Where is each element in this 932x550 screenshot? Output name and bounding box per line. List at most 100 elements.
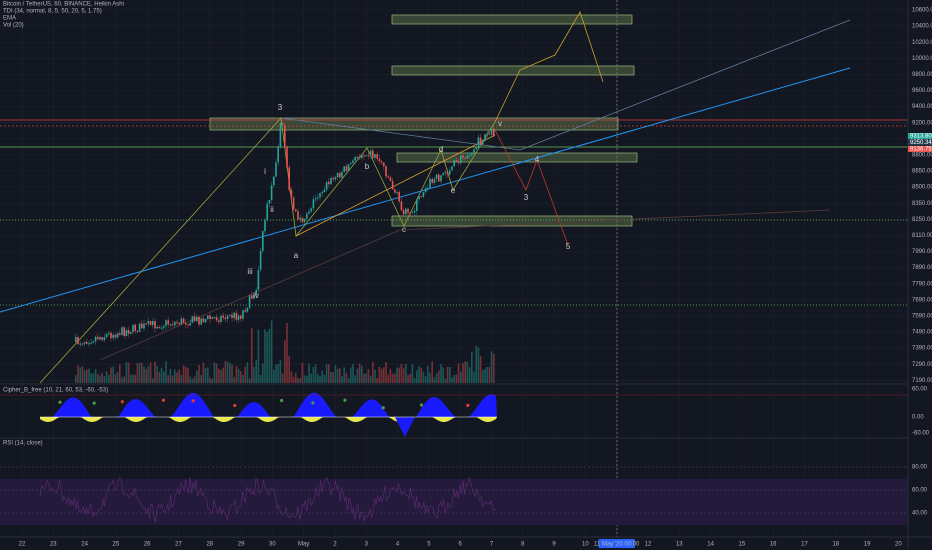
indicator-label: Vol (20) bbox=[3, 23, 24, 29]
candle bbox=[90, 342, 92, 344]
cipher-axis-label: -60.00 bbox=[912, 431, 930, 437]
candle bbox=[473, 149, 475, 153]
volume-bar bbox=[244, 366, 246, 383]
volume-bar bbox=[220, 370, 222, 383]
volume-bar bbox=[387, 374, 389, 383]
volume-bar bbox=[174, 369, 176, 383]
volume-bar bbox=[431, 361, 433, 383]
candle bbox=[158, 326, 161, 328]
wave-label: 4 bbox=[535, 155, 540, 164]
price-label: 8250.00 bbox=[912, 217, 932, 223]
volume-bar bbox=[319, 376, 321, 383]
volume-bar bbox=[396, 367, 398, 383]
candle bbox=[418, 195, 420, 200]
volume-bar bbox=[193, 376, 196, 383]
volume-bar bbox=[416, 370, 418, 383]
price-label: 7590.00 bbox=[912, 313, 932, 319]
cipher-dot bbox=[466, 403, 470, 407]
zone bbox=[396, 152, 638, 163]
price-tag-label: 9250.34 bbox=[910, 140, 932, 146]
volume-bar bbox=[222, 367, 224, 383]
volume-bar bbox=[154, 361, 156, 383]
price-label: 7790.00 bbox=[912, 281, 932, 287]
candle bbox=[213, 317, 216, 319]
candle bbox=[288, 167, 290, 191]
volume-bar bbox=[363, 373, 365, 383]
volume-bar bbox=[376, 378, 378, 383]
price-label: 8500.00 bbox=[912, 185, 932, 191]
volume-bar bbox=[475, 345, 477, 383]
volume-bar bbox=[127, 362, 130, 383]
wave-label: ii bbox=[270, 205, 274, 214]
volume-bar bbox=[160, 367, 163, 383]
candle bbox=[493, 128, 495, 137]
time-label: 7 bbox=[490, 542, 494, 548]
volume-bar bbox=[171, 375, 174, 383]
volume-bar bbox=[110, 367, 112, 383]
volume-bar bbox=[345, 372, 348, 383]
volume-bar bbox=[440, 364, 442, 383]
candle bbox=[178, 322, 180, 325]
volume-bar bbox=[105, 371, 108, 383]
volume-bar bbox=[321, 370, 323, 383]
candle bbox=[198, 316, 200, 325]
candle bbox=[143, 323, 145, 329]
candle bbox=[358, 156, 361, 159]
time-label: 3 bbox=[365, 542, 369, 548]
volume-bar bbox=[167, 375, 169, 383]
candle bbox=[407, 208, 409, 213]
price-label: 8650.00 bbox=[912, 169, 932, 175]
zones bbox=[209, 14, 638, 227]
candle bbox=[354, 157, 356, 161]
volume-bar bbox=[279, 360, 282, 383]
candle bbox=[152, 321, 154, 326]
price-label: 9200.00 bbox=[912, 120, 932, 126]
candle bbox=[108, 332, 110, 335]
candle bbox=[268, 200, 271, 204]
time-label: 6 bbox=[459, 542, 463, 548]
wave-line bbox=[39, 117, 496, 384]
volume-bar bbox=[235, 366, 238, 383]
time-label: 17 bbox=[801, 542, 808, 548]
candle bbox=[488, 133, 491, 135]
candle bbox=[328, 181, 330, 185]
time-label: 19 bbox=[864, 542, 871, 548]
volume-bar bbox=[251, 327, 253, 383]
price-label: 10000.00 bbox=[912, 56, 932, 62]
time-label: 25 bbox=[113, 542, 120, 548]
candle bbox=[372, 150, 374, 158]
candle bbox=[222, 315, 224, 318]
volume-bar bbox=[152, 378, 154, 383]
volume-bar bbox=[77, 365, 79, 383]
volume-bar bbox=[248, 378, 251, 383]
candle bbox=[427, 188, 429, 190]
volume-bar bbox=[341, 376, 343, 383]
volume-bar bbox=[420, 367, 422, 383]
candle bbox=[242, 310, 244, 319]
volume-bar bbox=[138, 362, 141, 383]
volume-bar bbox=[88, 368, 90, 383]
candle bbox=[330, 178, 332, 185]
volume-bar bbox=[330, 372, 332, 383]
rsi-band bbox=[0, 479, 908, 525]
volume-bar bbox=[132, 374, 134, 383]
volume-bar bbox=[435, 372, 438, 383]
volume-bar bbox=[224, 361, 227, 383]
volume-bar bbox=[449, 366, 451, 383]
volume-bar bbox=[123, 376, 125, 383]
volume-bar bbox=[81, 366, 84, 383]
volume-bar bbox=[389, 368, 392, 383]
candle bbox=[262, 231, 264, 251]
volume-bar bbox=[352, 363, 354, 383]
volume-bar bbox=[312, 366, 315, 383]
volume-bar bbox=[231, 364, 233, 383]
volume-bar bbox=[438, 370, 440, 383]
projection-line bbox=[494, 11, 604, 123]
symbol-title: Bitcoin / TetherUS, 60, BINANCE, Heikin … bbox=[3, 2, 124, 8]
volume-bar bbox=[354, 375, 356, 383]
wave-label: 3 bbox=[524, 193, 529, 202]
volume-bar bbox=[361, 365, 363, 383]
candle bbox=[341, 171, 343, 178]
candle bbox=[468, 155, 471, 157]
